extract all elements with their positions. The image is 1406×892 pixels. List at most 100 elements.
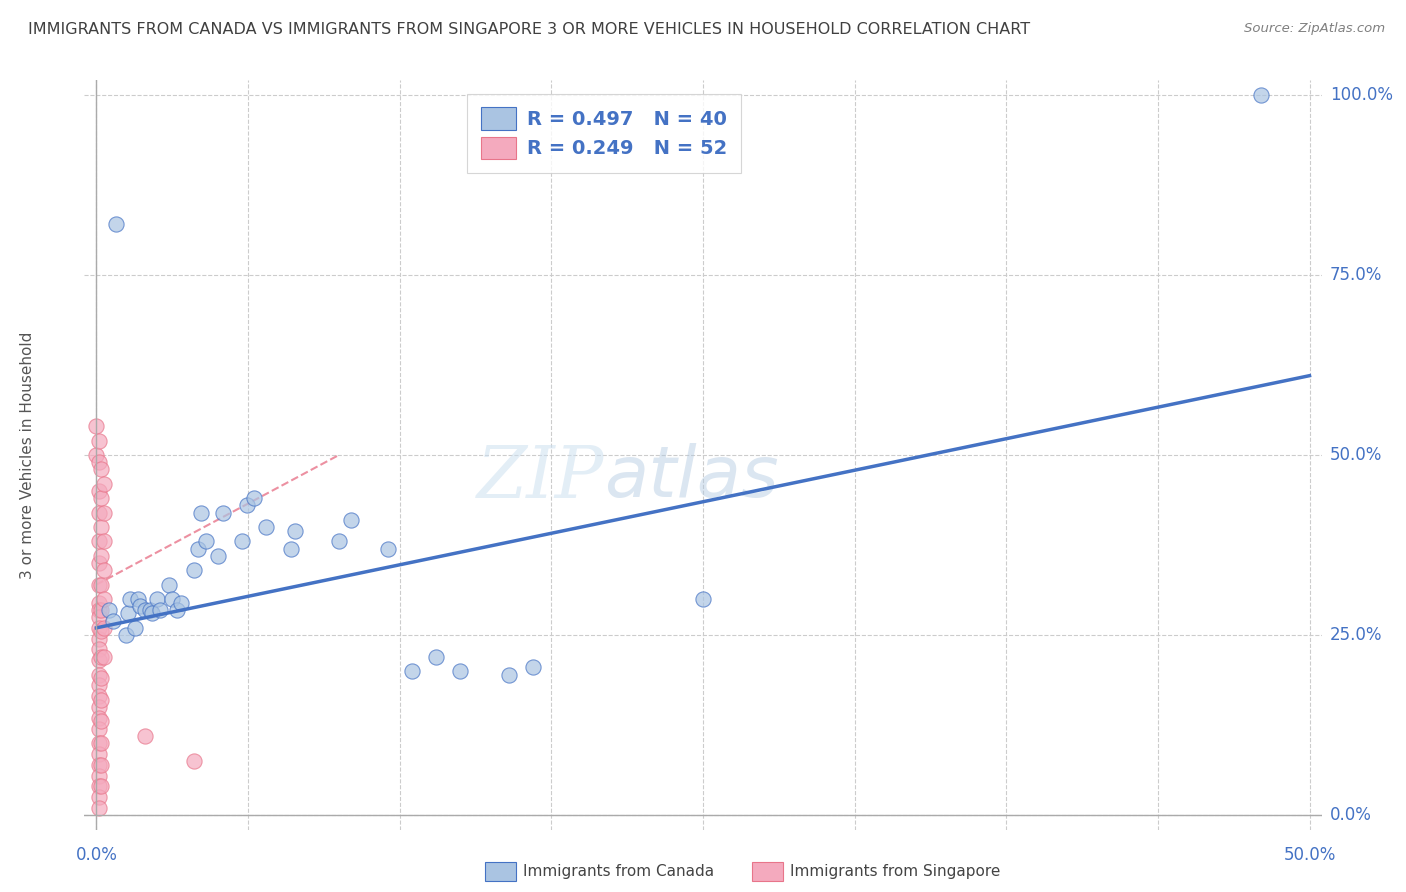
Point <box>87 780 110 794</box>
Text: 75.0%: 75.0% <box>1330 266 1382 284</box>
Point <box>87 653 110 667</box>
Point <box>449 664 471 678</box>
Point <box>97 603 120 617</box>
Point <box>90 462 112 476</box>
Point <box>87 632 110 646</box>
Point <box>90 649 112 664</box>
Point <box>87 455 110 469</box>
Point <box>87 711 110 725</box>
Point <box>1250 87 1272 102</box>
Point <box>90 757 112 772</box>
Point <box>87 722 110 736</box>
Y-axis label: 3 or more Vehicles in Household: 3 or more Vehicles in Household <box>20 331 35 579</box>
Point <box>93 534 115 549</box>
Point <box>254 520 277 534</box>
Point <box>124 621 146 635</box>
Point <box>90 577 112 591</box>
Point <box>93 649 115 664</box>
Text: atlas: atlas <box>605 443 779 512</box>
Point <box>146 592 169 607</box>
Point <box>90 671 112 685</box>
Point <box>90 549 112 563</box>
Point <box>90 520 112 534</box>
Point <box>93 476 115 491</box>
Point <box>90 736 112 750</box>
Point <box>86 448 108 462</box>
Point <box>93 592 115 607</box>
Point <box>692 592 714 607</box>
Point <box>194 534 217 549</box>
Point <box>280 541 302 556</box>
Point <box>87 556 110 570</box>
Point <box>90 693 112 707</box>
Point <box>211 506 233 520</box>
Point <box>148 603 170 617</box>
Text: 50.0%: 50.0% <box>1330 446 1382 464</box>
Point <box>103 614 125 628</box>
Point <box>87 757 110 772</box>
Point <box>401 664 423 678</box>
Text: 0.0%: 0.0% <box>1330 806 1371 824</box>
Point <box>170 596 193 610</box>
Point <box>87 747 110 761</box>
Point <box>522 660 544 674</box>
Point <box>127 592 149 607</box>
Point <box>93 621 115 635</box>
Point <box>284 524 307 538</box>
Point <box>207 549 229 563</box>
Point <box>236 499 259 513</box>
Point <box>141 607 163 621</box>
Point <box>160 592 183 607</box>
Point <box>87 690 110 704</box>
Point <box>157 577 180 591</box>
Point <box>87 736 110 750</box>
Point <box>231 534 253 549</box>
Point <box>86 419 108 434</box>
Point <box>93 506 115 520</box>
Point <box>134 603 156 617</box>
Point <box>87 642 110 657</box>
Text: IMMIGRANTS FROM CANADA VS IMMIGRANTS FROM SINGAPORE 3 OR MORE VEHICLES IN HOUSEH: IMMIGRANTS FROM CANADA VS IMMIGRANTS FRO… <box>28 22 1031 37</box>
Text: 25.0%: 25.0% <box>1330 626 1382 644</box>
Point <box>87 483 110 498</box>
Point <box>166 603 188 617</box>
Text: ZIP: ZIP <box>477 442 605 513</box>
Point <box>134 729 156 743</box>
Text: 100.0%: 100.0% <box>1330 86 1393 103</box>
Point <box>187 541 209 556</box>
Point <box>87 768 110 782</box>
Point <box>425 649 447 664</box>
Point <box>114 628 136 642</box>
Point <box>87 700 110 714</box>
Point <box>90 603 112 617</box>
Point <box>87 434 110 448</box>
Text: 50.0%: 50.0% <box>1284 847 1336 864</box>
Point <box>90 780 112 794</box>
Point <box>87 667 110 681</box>
Point <box>104 218 127 232</box>
Point <box>87 577 110 591</box>
Point <box>90 491 112 505</box>
Point <box>117 607 139 621</box>
Point <box>87 534 110 549</box>
Point <box>87 610 110 624</box>
Legend: R = 0.497   N = 40, R = 0.249   N = 52: R = 0.497 N = 40, R = 0.249 N = 52 <box>467 94 741 173</box>
Point <box>87 801 110 815</box>
Point <box>93 563 115 577</box>
Point <box>87 678 110 692</box>
Text: Immigrants from Singapore: Immigrants from Singapore <box>790 864 1001 879</box>
Point <box>87 790 110 805</box>
Text: Source: ZipAtlas.com: Source: ZipAtlas.com <box>1244 22 1385 36</box>
Text: 0.0%: 0.0% <box>76 847 118 864</box>
Point <box>243 491 266 505</box>
Point <box>328 534 350 549</box>
Point <box>90 714 112 729</box>
Point <box>129 599 152 614</box>
Point <box>87 596 110 610</box>
Point <box>87 603 110 617</box>
Point <box>190 506 212 520</box>
Point <box>183 754 205 768</box>
Text: Immigrants from Canada: Immigrants from Canada <box>523 864 714 879</box>
Point <box>498 667 520 681</box>
Point <box>139 603 162 617</box>
